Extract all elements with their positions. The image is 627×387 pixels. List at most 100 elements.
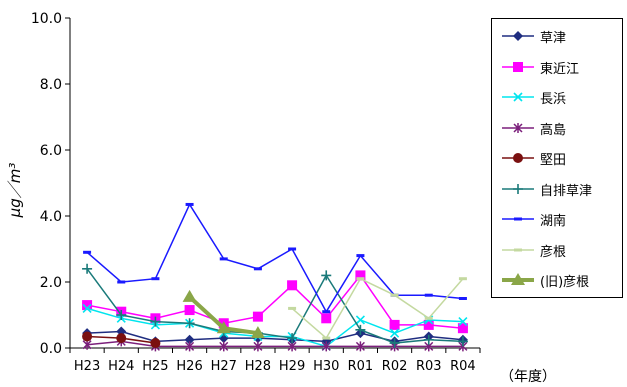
series-7 [83, 202, 467, 314]
x-tick-label: H29 [279, 359, 305, 374]
data-point [321, 341, 331, 352]
legend-label: 草津 [540, 31, 567, 46]
legend-label: 堅田 [540, 153, 567, 168]
data-point [219, 341, 229, 352]
series-9 [182, 289, 265, 339]
series-6 [82, 263, 468, 349]
data-point [355, 270, 366, 281]
legend-label: 長浜 [540, 92, 567, 107]
data-point [184, 334, 195, 345]
legend: 草津東近江長浜高島堅田自排草津湖南彦根 (旧)彦根 [491, 18, 623, 298]
data-point [287, 333, 298, 344]
legend-swatch [502, 273, 534, 285]
data-point [82, 331, 93, 342]
legend-label: 高島 [540, 122, 567, 138]
tick-labels: 0.0 2.0 4.0 6.0 8.0 10.0 H23 H24 H25 H26 H27 H28 H29… [31, 11, 476, 374]
x-axis-unit-note: （年度） [500, 369, 556, 385]
data-point [116, 333, 127, 344]
data-point [355, 315, 365, 325]
legend-swatch [502, 153, 534, 163]
x-tick-label: R03 [416, 359, 442, 374]
data-point [82, 263, 93, 274]
legend-item: 東近江 [500, 56, 620, 78]
data-point [116, 310, 127, 320]
legend-marker [513, 31, 523, 41]
series-line [291, 277, 464, 340]
legend-marker [513, 61, 523, 72]
data-point [150, 338, 161, 349]
data-point [287, 280, 298, 291]
legend-label: 彦根 [540, 244, 567, 260]
data-point [457, 323, 468, 334]
x-tick-label: H27 [211, 359, 237, 374]
y-tick-label: 8.0 [40, 77, 62, 93]
legend-marker [513, 92, 523, 102]
data-point [355, 324, 366, 335]
y-tick-label: 2.0 [40, 275, 62, 291]
axes [65, 17, 481, 353]
data-point [389, 319, 400, 330]
series-line [86, 307, 463, 348]
legend-item: 長浜 [500, 86, 620, 108]
legend-label: 東近江 [540, 61, 580, 77]
y-tick-label: 4.0 [40, 209, 62, 225]
series-line [86, 268, 463, 344]
data-point [355, 341, 365, 352]
legend-swatch [502, 183, 534, 194]
data-point [458, 317, 468, 327]
legend-marker [513, 183, 523, 194]
data-point [390, 328, 400, 338]
x-tick-label: R01 [348, 359, 374, 374]
legend-label: (旧)彦根 [540, 275, 590, 290]
data-point [82, 300, 93, 311]
x-tick-label: H30 [313, 359, 339, 374]
x-tick-label: H23 [74, 359, 100, 374]
legend-label: 自排草津 [540, 183, 593, 199]
legend-marker [513, 122, 523, 133]
legend-marker [513, 153, 523, 163]
data-point [182, 289, 197, 302]
x-tick-label: H28 [245, 359, 271, 374]
legend-swatch [502, 61, 534, 72]
series-line [87, 330, 463, 343]
legend-swatch [502, 248, 534, 251]
data-point [82, 303, 92, 313]
y-tick-label: 0.0 [40, 341, 62, 357]
series-8 [288, 277, 467, 340]
data-point [253, 341, 263, 352]
series-5 [82, 331, 161, 349]
legend-item: 湖南 [500, 208, 620, 230]
data-point [252, 311, 263, 322]
x-tick-label: H24 [108, 359, 134, 374]
data-point [184, 318, 195, 329]
data-point [423, 334, 434, 345]
legend-swatch [502, 122, 534, 133]
legend-swatch [502, 92, 534, 102]
legend-marker [511, 273, 525, 285]
legend-swatch [502, 31, 534, 41]
legend-swatch [502, 217, 534, 221]
legend-item: 高島 [500, 117, 620, 139]
data-point [457, 336, 468, 347]
data-point [184, 305, 195, 316]
series-line [86, 202, 463, 314]
legend-item: 草津 [500, 25, 620, 47]
series-line [86, 274, 463, 329]
y-tick-label: 10.0 [31, 11, 62, 27]
x-tick-label: H26 [176, 359, 202, 374]
data-point [216, 321, 231, 334]
series-group [82, 202, 468, 352]
legend-item: (旧)彦根 [500, 269, 620, 291]
legend-label: 湖南 [540, 214, 567, 229]
y-tick-label: 6.0 [40, 143, 62, 159]
data-point [423, 319, 434, 330]
series-line [87, 340, 463, 348]
data-point [389, 338, 400, 349]
x-tick-label: R02 [382, 359, 408, 374]
legend-item: 堅田 [500, 147, 620, 169]
legend-item: 彦根 [500, 239, 620, 261]
data-point [250, 326, 265, 339]
legend-item: 自排草津 [500, 178, 620, 200]
x-tick-label: H25 [142, 359, 168, 374]
